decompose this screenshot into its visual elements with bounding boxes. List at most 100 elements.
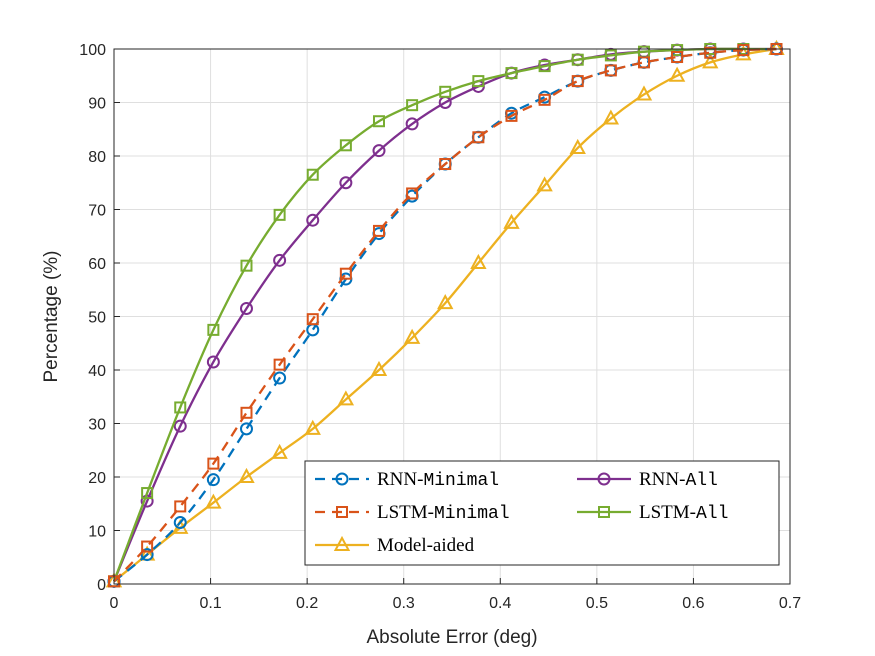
data-point bbox=[403, 328, 421, 344]
y-axis-label: Percentage (%) bbox=[41, 250, 62, 382]
legend-label: LSTM-All bbox=[639, 502, 728, 524]
data-point bbox=[439, 85, 452, 98]
data-point bbox=[439, 158, 452, 171]
data-point bbox=[737, 44, 750, 57]
legend-label: Model-aided bbox=[377, 535, 475, 556]
legend-box bbox=[304, 460, 780, 566]
data-point bbox=[207, 457, 220, 470]
data-point bbox=[406, 99, 419, 112]
y-tick-label: 40 bbox=[88, 363, 106, 380]
x-axis-label: Absolute Error (deg) bbox=[366, 627, 537, 648]
x-tick-label: 0.2 bbox=[296, 595, 318, 612]
data-point bbox=[306, 168, 319, 181]
y-tick-label: 30 bbox=[88, 417, 106, 434]
series-group bbox=[105, 39, 785, 588]
y-tick-label: 10 bbox=[88, 524, 106, 541]
data-point bbox=[273, 253, 287, 267]
data-point bbox=[339, 267, 352, 280]
data-point bbox=[503, 213, 520, 229]
data-point bbox=[140, 548, 154, 562]
data-point bbox=[702, 53, 719, 69]
data-point bbox=[470, 253, 487, 269]
data-point bbox=[239, 422, 253, 436]
y-tick-label: 0 bbox=[97, 577, 106, 594]
data-point bbox=[141, 487, 154, 500]
data-point bbox=[668, 66, 686, 82]
data-point bbox=[173, 515, 187, 529]
data-point bbox=[671, 44, 684, 57]
legend-entry: Model-aided bbox=[315, 535, 475, 556]
data-point bbox=[406, 187, 419, 200]
legend-entry: RNN-All bbox=[577, 469, 718, 491]
data-point bbox=[205, 493, 222, 509]
data-point bbox=[472, 131, 485, 144]
series-lstm-minimal bbox=[108, 43, 783, 588]
data-point bbox=[372, 115, 385, 128]
data-point bbox=[240, 259, 253, 272]
data-point bbox=[538, 60, 551, 73]
legend-marker bbox=[336, 506, 348, 518]
data-point bbox=[569, 138, 586, 154]
legend-label: RNN-All bbox=[639, 469, 718, 491]
data-point bbox=[571, 53, 584, 66]
data-point bbox=[273, 208, 286, 221]
data-point bbox=[571, 74, 585, 88]
data-point bbox=[635, 85, 653, 101]
series-line bbox=[113, 47, 777, 583]
ticks: 0 0.1 0.2 0.3 0.4 0.5 0.6 0.7 0 10 20 30 40 50 60 70 80 9… bbox=[79, 42, 801, 612]
legend-label-suffix: All bbox=[685, 471, 717, 491]
data-point bbox=[339, 176, 353, 190]
data-point bbox=[505, 67, 518, 80]
data-point bbox=[240, 406, 253, 419]
legend-label-prefix: RNN- bbox=[377, 469, 423, 490]
data-point bbox=[206, 355, 220, 369]
y-tick-label: 60 bbox=[88, 256, 106, 273]
data-point bbox=[304, 419, 321, 435]
data-point bbox=[238, 467, 255, 483]
legend-label-prefix: LSTM- bbox=[377, 502, 434, 523]
legend-label-suffix: Minimal bbox=[423, 471, 499, 491]
data-point bbox=[306, 323, 320, 337]
legend-entry: LSTM-All bbox=[577, 502, 728, 524]
data-point bbox=[538, 93, 551, 106]
legend-label-suffix: All bbox=[696, 504, 728, 524]
series-line bbox=[113, 47, 777, 583]
data-point bbox=[370, 360, 388, 376]
data-point bbox=[571, 75, 584, 88]
series-lstm-all bbox=[108, 43, 783, 588]
x-tick-label: 0.1 bbox=[199, 595, 221, 612]
x-tick-label: 0.3 bbox=[393, 595, 415, 612]
data-point bbox=[306, 313, 319, 326]
x-tick-label: 0.5 bbox=[586, 595, 608, 612]
data-point bbox=[505, 109, 518, 122]
legend-label-prefix: LSTM- bbox=[639, 502, 696, 523]
y-tick-label: 50 bbox=[88, 310, 106, 327]
legend-marker bbox=[333, 535, 351, 551]
legend-label-prefix: RNN- bbox=[639, 469, 685, 490]
legend-label-suffix: Minimal bbox=[434, 504, 510, 524]
data-point bbox=[339, 139, 352, 152]
data-point bbox=[173, 419, 187, 433]
data-point bbox=[604, 49, 617, 62]
data-point bbox=[337, 390, 355, 406]
data-point bbox=[704, 46, 717, 59]
data-point bbox=[273, 371, 287, 385]
legend-label: RNN-Minimal bbox=[377, 469, 499, 491]
data-point bbox=[174, 500, 187, 513]
data-point bbox=[437, 294, 454, 310]
series-line bbox=[112, 47, 777, 582]
x-tick-label: 0 bbox=[110, 595, 119, 612]
data-point bbox=[372, 144, 386, 158]
data-point bbox=[239, 301, 253, 315]
data-point bbox=[604, 64, 617, 77]
x-tick-label: 0.4 bbox=[489, 595, 511, 612]
data-point bbox=[271, 443, 288, 459]
data-point bbox=[536, 176, 553, 192]
y-tick-label: 70 bbox=[88, 203, 106, 220]
legend-marker bbox=[598, 506, 610, 518]
x-tick-label: 0.7 bbox=[779, 595, 801, 612]
data-point bbox=[141, 540, 154, 553]
legend-entry: LSTM-Minimal bbox=[315, 502, 510, 524]
y-tick-label: 80 bbox=[88, 149, 106, 166]
